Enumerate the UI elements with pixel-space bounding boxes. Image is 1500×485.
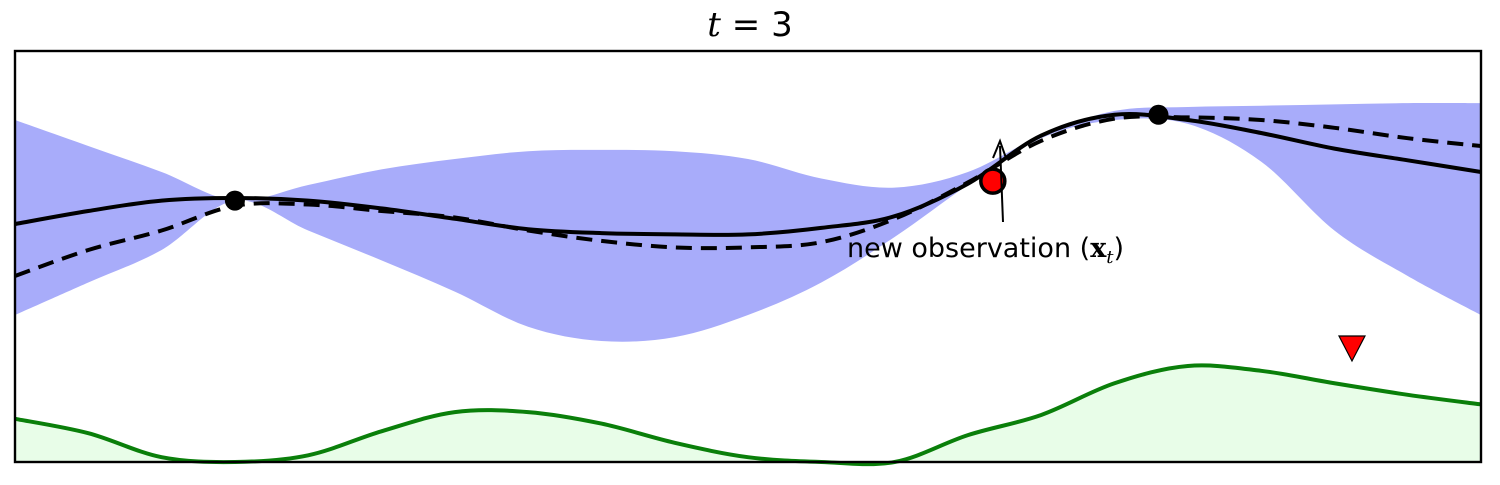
posterior-mean-line [14,112,1482,237]
annotation-arrow-head [992,138,1007,159]
chart-title-value: 3 [771,5,793,45]
objective-line [14,114,1482,278]
new-observation-point [979,167,1007,195]
observation-1-point [224,190,245,211]
annotation-arrow [999,145,1004,223]
chart-title-variable: t [707,5,721,45]
annotation-math-symbol: x [1090,233,1107,264]
annotation-math-subscript: t [1106,247,1114,268]
axes-frame [13,49,1483,464]
annotation-label-text: new observation ( [847,233,1090,264]
chart-title-equals: = [721,5,771,45]
acquisition-fill [15,365,1481,465]
annotation-label: new observation (xt) [847,233,1124,268]
observation-2-point [1148,104,1169,125]
annotation-close-paren: ) [1114,233,1125,264]
plot-area [14,103,1482,467]
acquisition-max-marker [1338,335,1366,363]
chart-title: t = 3 [707,5,792,45]
confidence-band [15,103,1481,342]
